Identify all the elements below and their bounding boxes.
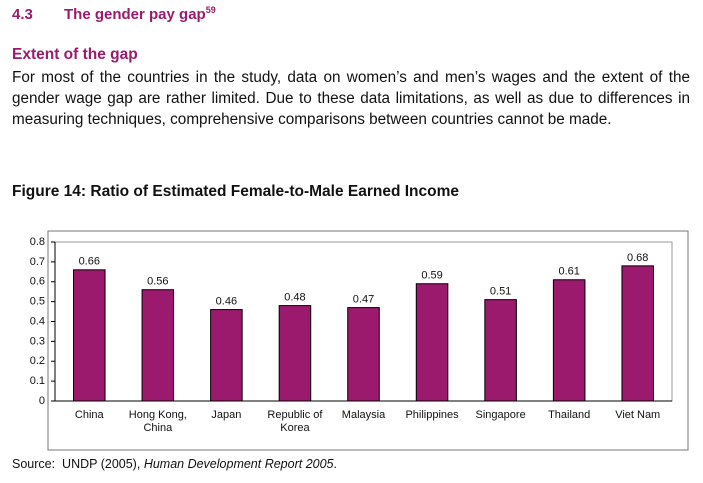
bar [347, 307, 380, 402]
data-label: 0.68 [627, 252, 648, 264]
bar [73, 269, 106, 402]
source: Source: UNDP (2005), Human Development R… [12, 457, 337, 471]
y-tick-label: 0.1 [30, 375, 45, 387]
chart-frame [47, 230, 689, 451]
data-label: 0.56 [147, 276, 168, 288]
x-tick-label: Thailand [548, 409, 590, 421]
bar [210, 309, 243, 402]
bar [552, 279, 586, 402]
y-tick-label: 0.4 [30, 315, 45, 327]
paragraph: For most of the countries in the study, … [12, 69, 690, 128]
data-label: 0.59 [421, 270, 442, 282]
bar [415, 283, 449, 402]
bar [141, 289, 175, 402]
data-label: 0.47 [353, 293, 374, 305]
x-tick-label: Republic of Korea [267, 409, 323, 434]
footnote-ref: 59 [205, 5, 216, 15]
heading: 4.3 The gender pay gap59 [12, 5, 216, 23]
data-label: 0.48 [284, 292, 305, 304]
y-tick-label: 0.3 [30, 335, 45, 347]
y-tick-label: 0.5 [30, 296, 45, 308]
data-label: 0.61 [558, 266, 579, 278]
y-tick-label: 0.2 [30, 355, 45, 367]
x-tick-label: Hong Kong, China [129, 409, 187, 434]
source-text: UNDP (2005), [62, 457, 141, 471]
bar [278, 305, 312, 402]
source-label: Source: [12, 457, 56, 471]
y-tick-label: 0 [39, 395, 45, 407]
x-tick-label: China [75, 409, 105, 421]
bar [484, 299, 517, 402]
x-tick-label: Malaysia [342, 409, 386, 421]
figure-title: Figure 14: Ratio of Estimated Female-to-… [12, 183, 460, 200]
x-tick-label: Singapore [476, 409, 526, 421]
data-label: 0.46 [216, 295, 237, 307]
x-tick-label: Viet Nam [615, 409, 660, 421]
section-title: The gender pay gap [64, 6, 206, 23]
section-number: 4.3 [12, 6, 33, 23]
bar [621, 265, 654, 402]
y-tick-label: 0.6 [30, 276, 45, 288]
x-tick-label: Philippines [405, 409, 459, 421]
x-tick-label: Japan [211, 409, 241, 421]
y-tick-label: 0.7 [30, 256, 45, 268]
source-title: Human Development Report 2005 [143, 457, 334, 471]
data-label: 0.51 [490, 286, 511, 298]
subtitle: Extent of the gap [12, 46, 138, 63]
source-end: . [333, 457, 337, 471]
data-label: 0.66 [79, 256, 100, 268]
y-tick-label: 0.8 [30, 236, 45, 248]
